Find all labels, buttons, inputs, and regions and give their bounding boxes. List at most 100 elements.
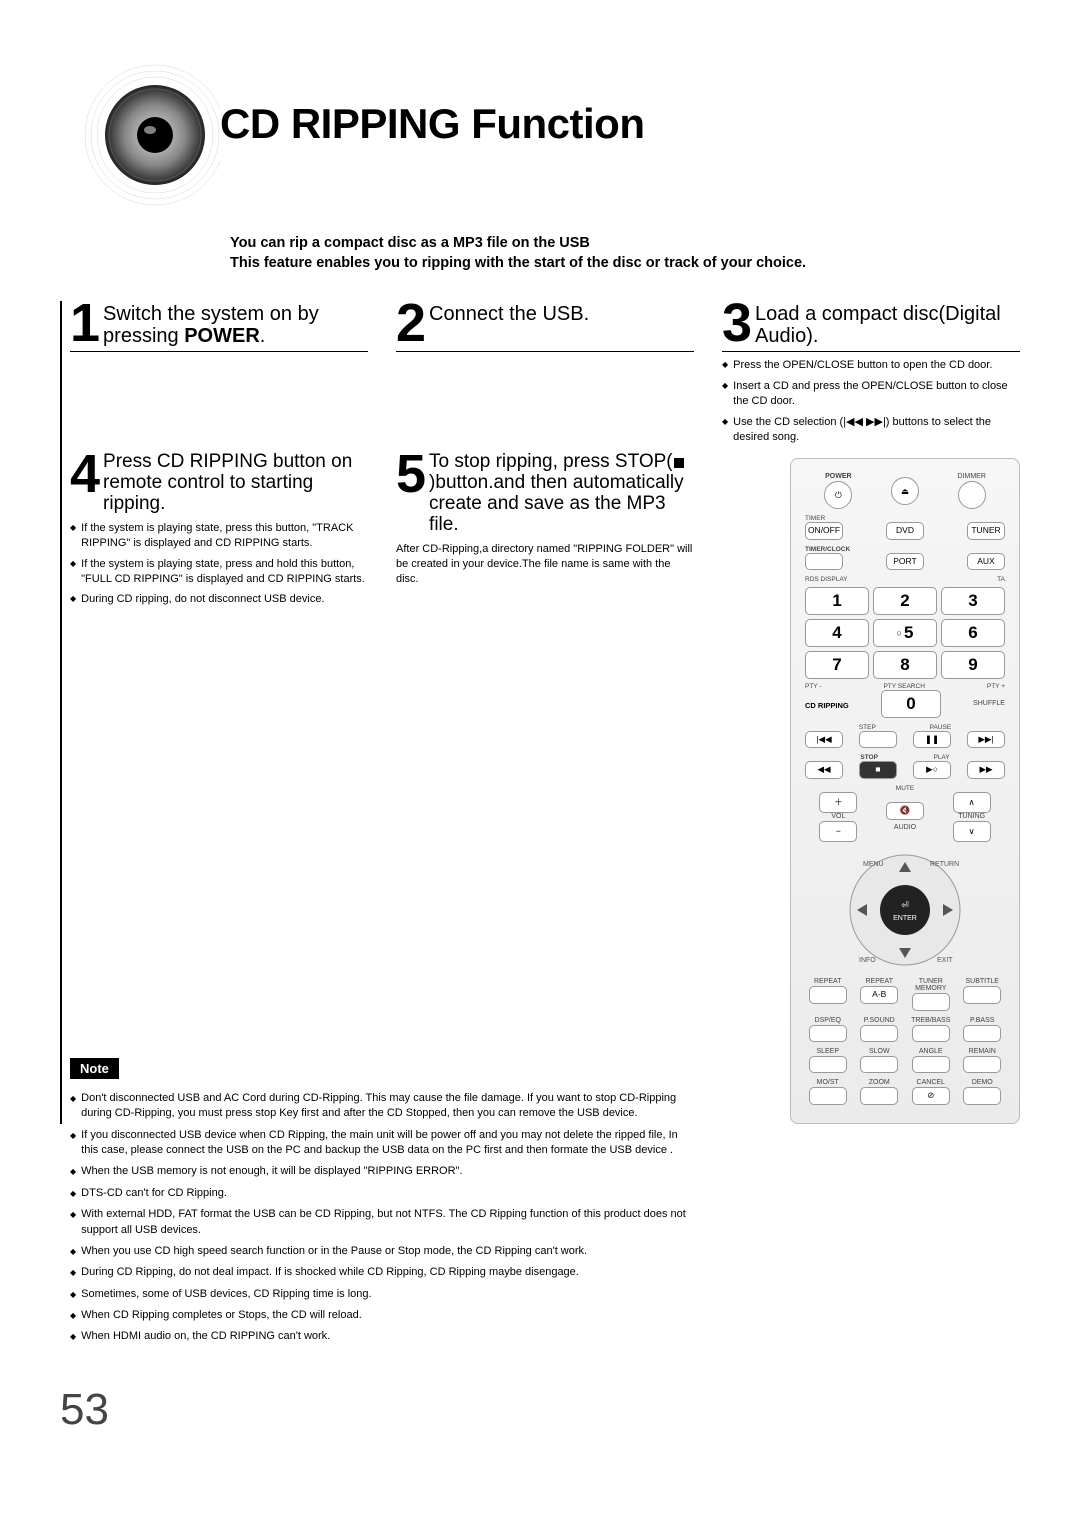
remote-slow-button[interactable] (860, 1056, 898, 1073)
speaker-decoration (60, 60, 220, 230)
bullet-item: Insert a CD and press the OPEN/CLOSE but… (722, 379, 1020, 409)
remote-key-6[interactable]: 6 (941, 619, 1005, 647)
bullet-item: During CD ripping, do not disconnect USB… (70, 592, 368, 607)
intro-text: You can rip a compact disc as a MP3 file… (230, 234, 1020, 273)
page-number: 53 (60, 1385, 1020, 1435)
remote-cancel-button[interactable]: ⊘ (912, 1087, 950, 1104)
remote-tuner-button[interactable]: TUNER (967, 522, 1005, 539)
remote-prev-button[interactable]: |◀◀ (805, 731, 843, 748)
remote-numpad: 1 2 3 4 ○5 6 7 8 9 (805, 587, 1005, 679)
bullet-item: When you use CD high speed search functi… (70, 1244, 686, 1259)
remote-tuning-down[interactable]: ∨ (953, 821, 991, 842)
remote-dimmer-label: DIMMER (957, 473, 985, 480)
remote-dspeq-button[interactable] (809, 1025, 847, 1042)
bullet-item: If the system is playing state, press an… (70, 557, 368, 587)
remote-ff-button[interactable]: ▶▶ (967, 761, 1005, 778)
remote-cdripping-label: CD RIPPING (805, 701, 849, 710)
remote-angle-button[interactable] (912, 1056, 950, 1073)
remote-mute-button[interactable]: 🔇 (886, 802, 924, 819)
enter-label: ENTER (893, 915, 917, 922)
bullet-item: During CD Ripping, do not deal impact. I… (70, 1265, 686, 1280)
remote-stop-button[interactable]: ■ (859, 761, 897, 778)
remote-power-button[interactable]: ⏻ (824, 481, 852, 509)
step-3-bullets: Press the OPEN/CLOSE button to open the … (722, 358, 1020, 444)
remote-demo-button[interactable] (963, 1087, 1001, 1104)
step-4-bullets: If the system is playing state, press th… (70, 521, 368, 607)
remote-key-9[interactable]: 9 (941, 651, 1005, 679)
step-5-number: 5 (396, 450, 423, 499)
bullet-item: When the USB memory is not enough, it wi… (70, 1164, 686, 1179)
remote-key-3[interactable]: 3 (941, 587, 1005, 615)
page-title: CD RIPPING Function (220, 100, 645, 148)
remote-dvd-button[interactable]: DVD (886, 522, 924, 539)
remote-key-0[interactable]: 0 (881, 690, 941, 718)
remote-port-button[interactable]: PORT (886, 553, 924, 570)
remote-next-button[interactable]: ▶▶| (967, 731, 1005, 748)
remote-eject-button[interactable]: ⏏ (891, 477, 919, 505)
remote-dpad: ⏎ ENTER MENU RETURN INFO EXIT (805, 850, 1005, 970)
remote-shuffle-label: SHUFFLE (973, 700, 1005, 707)
remote-key-1[interactable]: 1 (805, 587, 869, 615)
step-1-number: 1 (70, 301, 97, 347)
step-4-head: 4 Press CD RIPPING button on remote cont… (70, 450, 368, 515)
step-1-head: 1 Switch the system on by pressing POWER… (70, 301, 368, 352)
remote-pause-button[interactable]: ❚❚ (913, 731, 951, 748)
step-4-title: Press CD RIPPING button on remote contro… (103, 450, 368, 515)
bullet-item: Press the OPEN/CLOSE button to open the … (722, 358, 1020, 373)
step-3-title: Load a compact disc(Digital Audio). (755, 301, 1020, 347)
bullet-item: With external HDD, FAT format the USB ca… (70, 1207, 686, 1238)
remote-repeat2-button[interactable]: A-B (860, 986, 898, 1003)
remote-rew-button[interactable]: ◀◀ (805, 761, 843, 778)
svg-text:EXIT: EXIT (937, 957, 953, 964)
remote-tunermem-button[interactable] (912, 993, 950, 1010)
step-5-head: 5 To stop ripping, press STOP()button.an… (396, 450, 694, 536)
svg-text:RETURN: RETURN (930, 861, 959, 868)
step-5-body: After CD-Ripping,a directory named "RIPP… (396, 542, 694, 587)
remote-repeat-button[interactable] (809, 986, 847, 1003)
intro-line2: This feature enables you to ripping with… (230, 254, 1020, 274)
bullet-item: If you disconnected USB device when CD R… (70, 1128, 686, 1159)
remote-remain-button[interactable] (963, 1056, 1001, 1073)
remote-pbass-button[interactable] (963, 1025, 1001, 1042)
bullet-item: When HDMI audio on, the CD RIPPING can't… (70, 1329, 686, 1344)
remote-key-4[interactable]: 4 (805, 619, 869, 647)
bullet-item: When CD Ripping completes or Stops, the … (70, 1308, 686, 1323)
step-5-title: To stop ripping, press STOP()button.and … (429, 450, 694, 536)
remote-aux-button[interactable]: AUX (967, 553, 1005, 570)
remote-sleep-button[interactable] (809, 1056, 847, 1073)
remote-subtitle-button[interactable] (963, 986, 1001, 1003)
remote-power-label: POWER (825, 473, 851, 480)
step-3-head: 3 Load a compact disc(Digital Audio). (722, 301, 1020, 352)
svg-text:⏎: ⏎ (901, 900, 909, 910)
intro-line1: You can rip a compact disc as a MP3 file… (230, 234, 1020, 254)
remote-tuning-up[interactable]: ∧ (953, 792, 991, 813)
remote-psound-button[interactable] (860, 1025, 898, 1042)
remote-step-button[interactable] (859, 731, 897, 748)
remote-control-illustration: POWER ⏻ ⏏ DIMMER TIMER ON/OFF DVD TUNER … (790, 458, 1020, 1123)
step-4-number: 4 (70, 450, 97, 499)
remote-vol-down[interactable]: − (819, 821, 857, 842)
step-3-number: 3 (722, 301, 749, 347)
remote-most-button[interactable] (809, 1087, 847, 1104)
step-2-title: Connect the USB. (429, 301, 589, 325)
remote-key-7[interactable]: 7 (805, 651, 869, 679)
svg-text:MENU: MENU (863, 861, 884, 868)
remote-timerclock-button[interactable] (805, 553, 843, 570)
step-2-number: 2 (396, 301, 423, 347)
svg-text:INFO: INFO (859, 957, 876, 964)
remote-trebbass-button[interactable] (912, 1025, 950, 1042)
step-2-head: 2 Connect the USB. (396, 301, 694, 352)
remote-zoom-button[interactable] (860, 1087, 898, 1104)
step-1-title: Switch the system on by pressing POWER. (103, 301, 368, 347)
remote-dimmer-button[interactable] (958, 481, 986, 509)
remote-key-5[interactable]: ○5 (873, 619, 937, 647)
bullet-item: If the system is playing state, press th… (70, 521, 368, 551)
bullet-item: DTS-CD can't for CD Ripping. (70, 1186, 686, 1201)
remote-play-button[interactable]: ▶○ (913, 761, 951, 778)
remote-onoff-button[interactable]: ON/OFF (805, 522, 843, 539)
remote-key-2[interactable]: 2 (873, 587, 937, 615)
remote-key-8[interactable]: 8 (873, 651, 937, 679)
remote-vol-up[interactable]: ＋ (819, 792, 857, 813)
bullet-item: Sometimes, some of USB devices, CD Rippi… (70, 1287, 686, 1302)
note-bullets: Don't disconnected USB and AC Cord durin… (70, 1091, 686, 1345)
